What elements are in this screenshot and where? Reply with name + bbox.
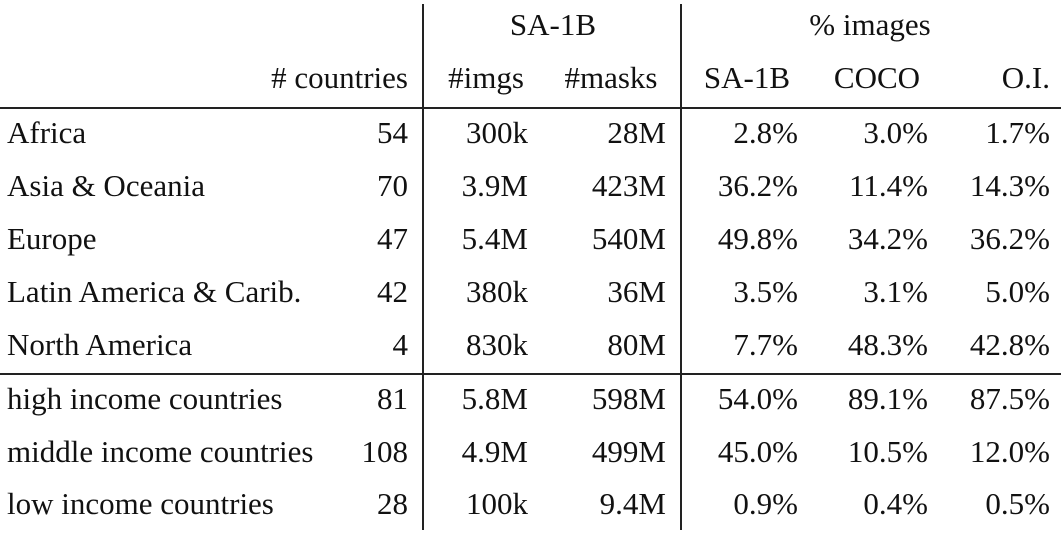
cell-imgs: 830k xyxy=(466,327,528,362)
cell-masks: 499M xyxy=(591,434,666,469)
cell-sa1b: 2.8% xyxy=(733,115,798,150)
cell-countries: 47 xyxy=(377,221,408,256)
cell-oi: 36.2% xyxy=(969,221,1050,256)
cell-oi: 0.5% xyxy=(985,486,1050,521)
cell-masks: 598M xyxy=(591,381,666,416)
cell-imgs: 100k xyxy=(466,486,528,521)
header-coco: COCO xyxy=(833,60,921,95)
cell-region: low income countries xyxy=(7,486,274,521)
cell-coco: 3.1% xyxy=(863,274,928,309)
cell-countries: 42 xyxy=(377,274,408,309)
cell-oi: 42.8% xyxy=(969,327,1050,362)
cell-countries: 4 xyxy=(392,327,409,362)
cell-region: high income countries xyxy=(7,381,283,416)
cell-imgs: 380k xyxy=(466,274,528,309)
cell-masks: 423M xyxy=(591,168,666,203)
cell-coco: 48.3% xyxy=(847,327,928,362)
section-rule xyxy=(0,373,1061,375)
cell-countries: 81 xyxy=(377,381,408,416)
cell-imgs: 4.9M xyxy=(461,434,528,469)
column-divider-1 xyxy=(422,4,424,530)
cell-countries: 70 xyxy=(377,168,408,203)
cell-coco: 10.5% xyxy=(847,434,928,469)
cell-region: Africa xyxy=(7,115,87,150)
cell-oi: 5.0% xyxy=(985,274,1050,309)
header-rule xyxy=(0,107,1061,109)
cell-sa1b: 0.9% xyxy=(733,486,798,521)
cell-imgs: 3.9M xyxy=(461,168,528,203)
cell-countries: 108 xyxy=(361,434,409,469)
cell-countries: 54 xyxy=(377,115,408,150)
cell-region: Latin America & Carib. xyxy=(7,274,302,309)
cell-imgs: 5.8M xyxy=(461,381,528,416)
cell-masks: 540M xyxy=(591,221,666,256)
cell-masks: 80M xyxy=(607,327,666,362)
cell-sa1b: 45.0% xyxy=(717,434,798,469)
header-masks: #masks xyxy=(564,60,658,95)
cell-coco: 11.4% xyxy=(849,168,928,203)
cell-sa1b: 7.7% xyxy=(733,327,798,362)
cell-oi: 87.5% xyxy=(969,381,1050,416)
header-countries: # countries xyxy=(271,60,408,95)
header-sa1b: SA-1B xyxy=(703,60,791,95)
cell-sa1b: 49.8% xyxy=(717,221,798,256)
cell-coco: 34.2% xyxy=(847,221,928,256)
cell-region: North America xyxy=(7,327,193,362)
cell-imgs: 5.4M xyxy=(461,221,528,256)
cell-sa1b: 54.0% xyxy=(717,381,798,416)
header-imgs: #imgs xyxy=(448,60,524,95)
cell-coco: 3.0% xyxy=(863,115,928,150)
cell-sa1b: 3.5% xyxy=(733,274,798,309)
cell-sa1b: 36.2% xyxy=(717,168,798,203)
cell-masks: 36M xyxy=(607,274,666,309)
cell-region: middle income countries xyxy=(7,434,314,469)
header-images-group: % images xyxy=(809,7,931,42)
cell-region: Asia & Oceania xyxy=(7,168,205,203)
cell-region: Europe xyxy=(7,221,97,256)
cell-countries: 28 xyxy=(377,486,408,521)
header-sa1b-group: SA-1B xyxy=(509,7,597,42)
cell-masks: 28M xyxy=(607,115,666,150)
cell-coco: 89.1% xyxy=(847,381,928,416)
cell-oi: 12.0% xyxy=(969,434,1050,469)
header-oi: O.I. xyxy=(1001,60,1050,95)
cell-masks: 9.4M xyxy=(599,486,666,521)
cell-oi: 1.7% xyxy=(985,115,1050,150)
cell-oi: 14.3% xyxy=(969,168,1050,203)
column-divider-2 xyxy=(680,4,682,530)
cell-imgs: 300k xyxy=(466,115,528,150)
cell-coco: 0.4% xyxy=(863,486,928,521)
